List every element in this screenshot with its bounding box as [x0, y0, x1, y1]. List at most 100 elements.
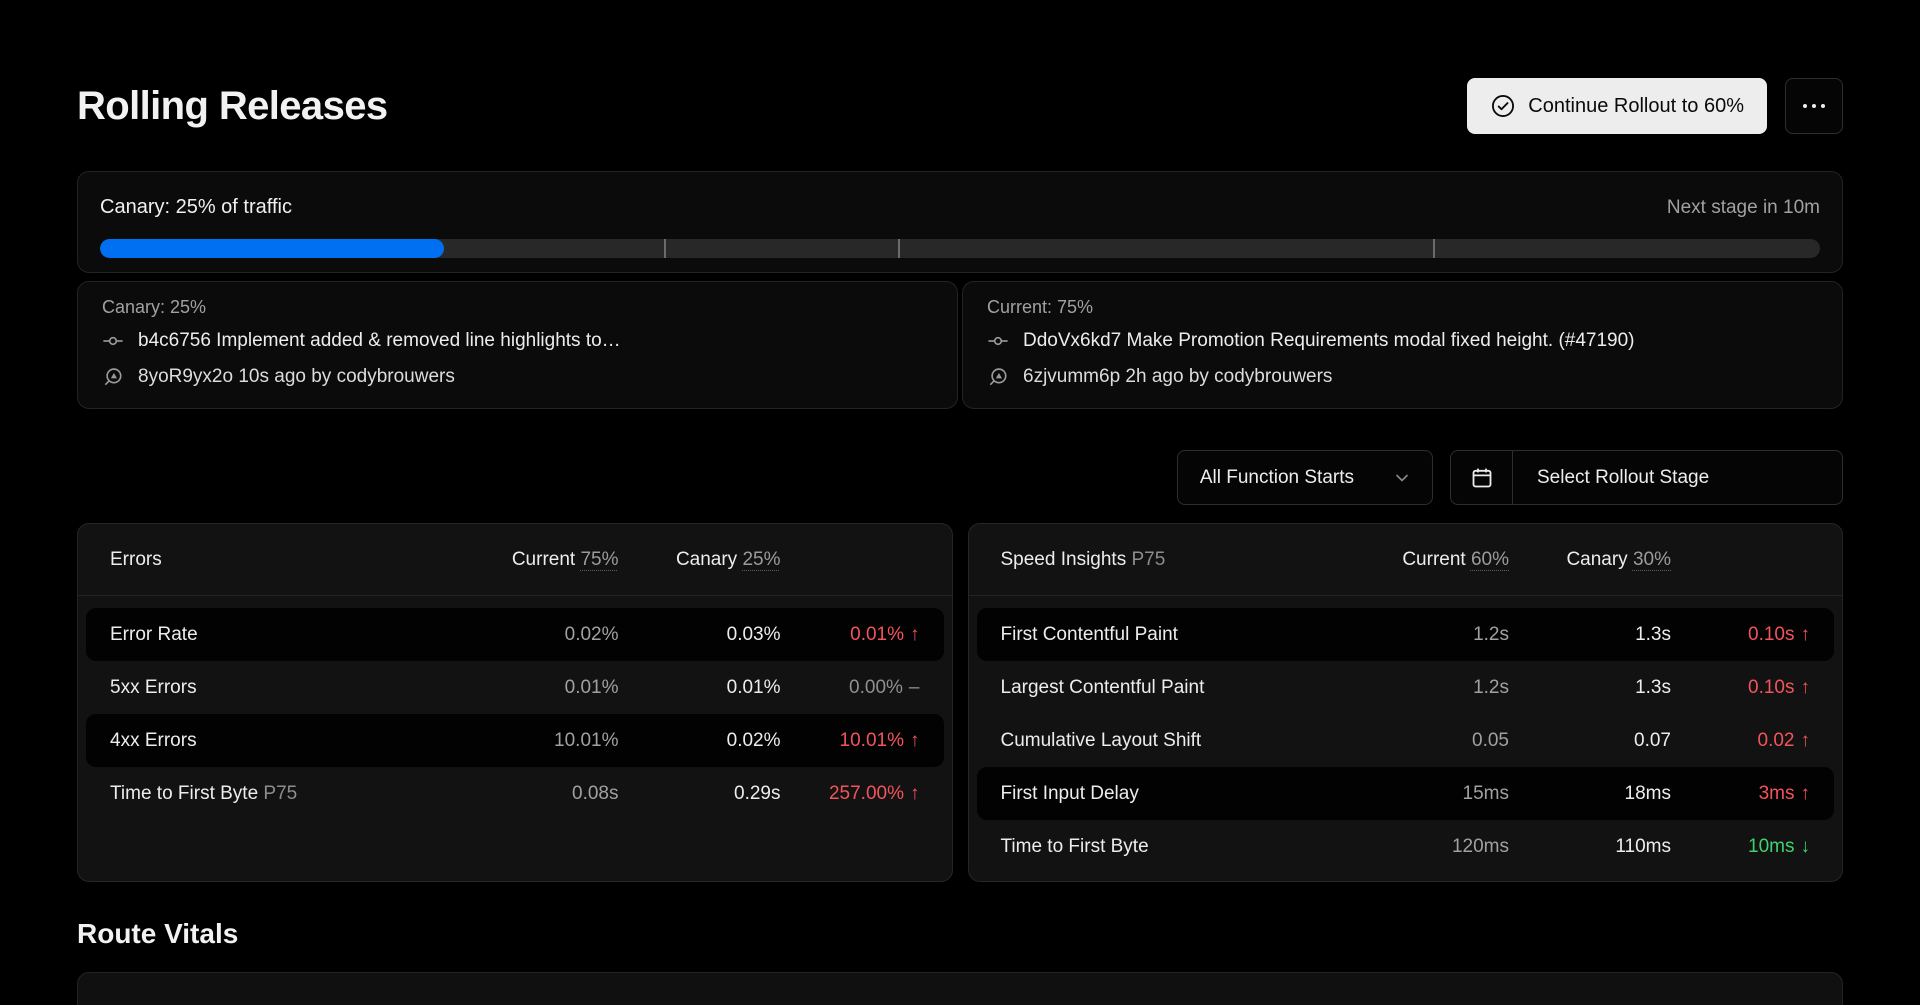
- git-commit-icon: [102, 330, 124, 352]
- current-percentage-badge[interactable]: 75%: [580, 548, 619, 570]
- table-row: Largest Contentful Paint 1.2s 1.3s 0.10s ↑: [977, 661, 1835, 714]
- current-value: 10.01%: [554, 729, 619, 751]
- route-search-card: [77, 972, 1843, 1005]
- table-row: 4xx Errors 10.01% 0.02% 10.01% ↑: [86, 714, 944, 767]
- rollout-progress-fill: [100, 239, 444, 258]
- deployment-info: 6zjvumm6p 2h ago by codybrouwers: [1023, 366, 1333, 387]
- arrow-up-icon: ↑: [1800, 676, 1811, 698]
- calendar-icon: [1451, 451, 1513, 504]
- check-circle-icon: [1490, 93, 1516, 119]
- function-starts-label: All Function Starts: [1199, 466, 1354, 488]
- errors-card-header: Errors Current 75% Canary 25%: [78, 524, 952, 596]
- deployment-icon: [987, 366, 1009, 388]
- deployment-panel-canary: Canary: 25% b4c6756 Implement added & re…: [77, 281, 958, 409]
- rollout-progress-card: Canary: 25% of traffic Next stage in 10m: [77, 171, 1843, 273]
- arrow-up-icon: ↑: [1800, 782, 1811, 804]
- stage-divider: [898, 239, 901, 258]
- current-value: 1.2s: [1473, 623, 1509, 645]
- commit-message: DdoVx6kd7 Make Promotion Requirements mo…: [1023, 330, 1635, 351]
- commit-line[interactable]: DdoVx6kd7 Make Promotion Requirements mo…: [987, 328, 1818, 354]
- current-value: 120ms: [1451, 835, 1509, 857]
- canary-traffic-label: Canary: 25% of traffic: [100, 196, 292, 218]
- delta-value: 0.01% ↑: [850, 623, 920, 645]
- page-title: Rolling Releases: [77, 83, 388, 128]
- deployment-info: 8yoR9yx2o 10s ago by codybrouwers: [138, 366, 455, 387]
- stage-divider: [1433, 239, 1435, 258]
- percentile-suffix: P75: [1131, 548, 1166, 570]
- more-options-button[interactable]: [1785, 78, 1843, 134]
- delta-value: 0.02 ↑: [1757, 729, 1811, 751]
- metric-label: Time to First Byte: [1000, 835, 1149, 857]
- commit-message: b4c6756 Implement added & removed line h…: [138, 330, 621, 351]
- metric-label: First Contentful Paint: [1000, 623, 1178, 645]
- delta-value: 0.00% –: [849, 676, 920, 698]
- ellipsis-icon: [1802, 103, 1808, 109]
- metric-tables: Errors Current 75% Canary 25% Error Rate…: [77, 523, 1843, 882]
- deployment-icon: [102, 366, 124, 388]
- current-percentage-badge[interactable]: 60%: [1470, 548, 1509, 570]
- deployment-line[interactable]: 6zjvumm6p 2h ago by codybrouwers: [987, 364, 1818, 390]
- rollout-stage-label: Select Rollout Stage: [1537, 466, 1710, 488]
- table-row: Time to First Byte P75 0.08s 0.29s 257.00% ↑: [86, 767, 944, 820]
- rollout-progress-track: [100, 239, 1820, 258]
- no-change-icon: –: [908, 676, 920, 698]
- canary-value: 18ms: [1624, 782, 1671, 804]
- stage-divider: [664, 239, 667, 258]
- delta-value: 0.10s ↑: [1748, 676, 1811, 698]
- continue-rollout-button[interactable]: Continue Rollout to 60%: [1467, 78, 1767, 134]
- arrow-up-icon: ↑: [910, 623, 920, 645]
- canary-value: 1.3s: [1635, 623, 1671, 645]
- speed-insights-card-header: Speed Insights P75 Current 60% Canary 30…: [968, 524, 1842, 596]
- commit-line[interactable]: b4c6756 Implement added & removed line h…: [102, 328, 933, 354]
- speed-insights-card: Speed Insights P75 Current 60% Canary 30…: [967, 523, 1843, 882]
- delta-value: 257.00% ↑: [828, 782, 920, 804]
- deployment-panel-current: Current: 75% DdoVx6kd7 Make Promotion Re…: [962, 281, 1843, 409]
- delta-value: 10.01% ↑: [839, 729, 920, 751]
- delta-value: 3ms ↑: [1758, 782, 1811, 804]
- card-title: Speed Insights P75: [1000, 548, 1166, 570]
- header-actions: Continue Rollout to 60%: [1467, 78, 1843, 134]
- arrow-up-icon: ↑: [910, 729, 920, 751]
- col-header-current: Current 75%: [511, 548, 619, 570]
- speed-insights-rows: First Contentful Paint 1.2s 1.3s 0.10s ↑ Larg…: [969, 596, 1843, 873]
- canary-value: 1.3s: [1635, 676, 1671, 698]
- arrow-up-icon: ↑: [1800, 729, 1811, 751]
- continue-rollout-label: Continue Rollout to 60%: [1528, 94, 1744, 117]
- errors-rows: Error Rate 0.02% 0.03% 0.01% ↑ 5xx Errors 0.01…: [78, 596, 952, 820]
- table-row: First Contentful Paint 1.2s 1.3s 0.10s ↑: [976, 608, 1834, 661]
- current-value: 1.2s: [1473, 676, 1509, 698]
- table-row: First Input Delay 15ms 18ms 3ms ↑: [976, 767, 1834, 820]
- git-commit-icon: [987, 330, 1009, 352]
- current-value: 0.02%: [564, 623, 619, 645]
- deployment-line[interactable]: 8yoR9yx2o 10s ago by codybrouwers: [102, 364, 933, 390]
- page-header: Rolling Releases Continue Rollout to 60%: [77, 78, 1843, 134]
- metric-label: First Input Delay: [1000, 782, 1139, 804]
- table-row: Cumulative Layout Shift 0.05 0.07 0.02 ↑: [977, 714, 1835, 767]
- metric-label: 5xx Errors: [110, 676, 197, 698]
- canary-value: 0.29s: [734, 782, 781, 804]
- canary-percentage-badge[interactable]: 30%: [1632, 548, 1671, 570]
- metric-label: Error Rate: [110, 623, 198, 645]
- function-starts-dropdown[interactable]: All Function Starts: [1176, 450, 1433, 505]
- col-header-canary: Canary 25%: [675, 548, 781, 570]
- filter-row: All Function Starts Select Rollout Stage: [77, 450, 1843, 505]
- errors-card: Errors Current 75% Canary 25% Error Rate…: [77, 523, 953, 882]
- table-row: Time to First Byte 120ms 110ms 10ms ↓: [977, 820, 1835, 873]
- col-header-current: Current 60%: [1402, 548, 1509, 570]
- arrow-down-icon: ↓: [1800, 835, 1811, 857]
- table-row: Error Rate 0.02% 0.03% 0.01% ↑: [86, 608, 944, 661]
- current-value: 15ms: [1462, 782, 1509, 804]
- delta-value: 0.10s ↑: [1748, 623, 1810, 645]
- percentile-suffix: P75: [258, 782, 298, 804]
- rollout-stage-select[interactable]: Select Rollout Stage: [1450, 450, 1843, 505]
- stage-label: Current: 75%: [987, 297, 1094, 317]
- canary-value: 0.03%: [726, 623, 781, 645]
- table-row: 5xx Errors 0.01% 0.01% 0.00% –: [86, 661, 944, 714]
- canary-percentage-badge[interactable]: 25%: [742, 548, 781, 570]
- current-value: 0.05: [1472, 729, 1509, 751]
- canary-value: 110ms: [1615, 835, 1671, 857]
- col-header-canary: Canary 30%: [1566, 548, 1671, 570]
- route-vitals-heading: Route Vitals: [77, 918, 239, 949]
- card-title: Errors: [110, 548, 162, 570]
- deployment-panels: Canary: 25% b4c6756 Implement added & re…: [77, 281, 1843, 409]
